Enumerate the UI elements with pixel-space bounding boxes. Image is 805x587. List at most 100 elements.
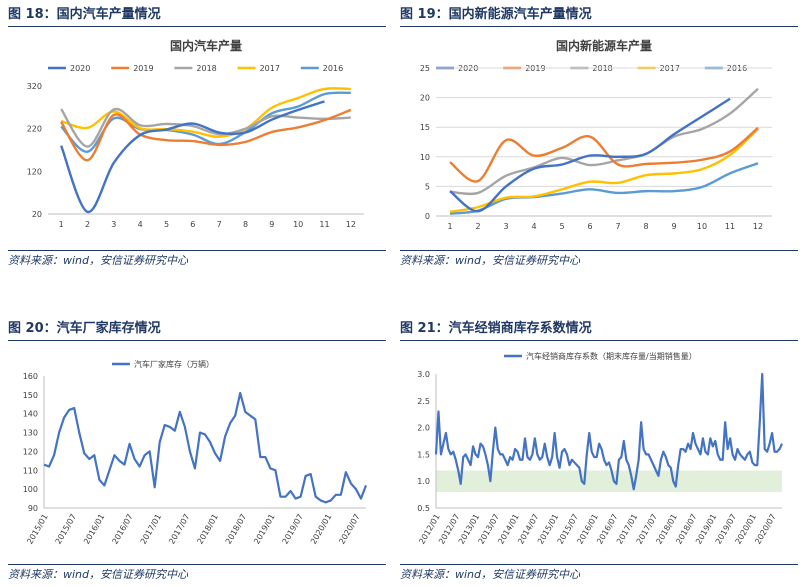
source-note: 资料来源：wind，安信证券研究中心 [400,254,581,267]
x-tick-label: 5 [559,222,564,231]
title-rule [8,26,386,27]
panel-title: 图 19：国内新能源汽车产量情况 [400,7,592,22]
series-line-2018 [60,107,351,148]
y-tick-label: 5 [425,182,430,191]
x-tick-label: 4 [531,222,536,231]
legend-label: 汽车厂家库存（万辆） [134,359,214,369]
shaded-band [436,470,782,492]
source-note: 资料来源：wind，安信证券研究中心 [8,568,189,581]
panel-title: 图 20：汽车厂家库存情况 [8,321,161,336]
y-tick-label: 320 [27,82,42,91]
panel-nev-production: 图 19：国内新能源汽车产量情况 国内新能源车产量 2020 2019 2018 201… [400,4,798,274]
y-tick-label: 25 [420,64,430,73]
x-tick-label: 1 [447,222,452,231]
x-tick-label: 6 [190,220,195,229]
x-tick-label: 1 [59,220,64,229]
x-tick-label: 2018/07 [224,513,248,546]
x-tick-label: 12 [753,222,763,231]
x-tick-label: 5 [164,220,169,229]
chart-title: 国内新能源车产量 [556,38,652,53]
x-tick-label: 2 [475,222,480,231]
y-tick-label: 100 [23,485,38,494]
series-line [43,391,368,504]
x-tick-label: 4 [138,220,143,229]
panel-title: 图 18：国内汽车产量情况 [8,7,161,22]
x-tick-label: 2017/01 [139,513,163,546]
x-tick-label: 2018/01 [196,513,220,546]
x-tick-label: 3 [503,222,508,231]
y-tick-label: 160 [23,372,38,381]
y-tick-label: 1.0 [417,477,430,486]
x-tick-label: 6 [587,222,592,231]
source-note: 资料来源：wind，安信证券研究中心 [400,568,581,581]
x-tick-label: 2015/07 [54,513,78,546]
chart-title: 国内汽车产量 [170,38,242,53]
x-tick-label: 10 [293,220,303,229]
series-line-2017 [449,128,759,214]
legend-label-2020: 2020 [70,64,90,73]
legend-label-2019: 2019 [133,64,153,73]
x-tick-label: 2020/07 [337,513,361,546]
y-tick-label: 0 [425,212,430,221]
legend-label-2018: 2018 [196,64,216,73]
legend-label-2017: 2017 [260,64,280,73]
y-tick-label: 15 [420,123,430,132]
title-rule [400,340,798,341]
source-rule [400,564,798,565]
panel-dealer-inventory: 图 21：汽车经销商库存系数情况 汽车经销商库存系数（期末库存量/当期销售量） 0… [400,318,798,584]
source-rule [8,250,386,251]
x-tick-label: 11 [319,220,329,229]
x-tick-label: 2016/01 [82,513,106,546]
series-line-2018 [449,87,759,196]
title-rule [400,26,798,27]
x-tick-label: 9 [671,222,676,231]
y-tick-label: 120 [23,447,38,456]
y-tick-label: 3.0 [417,370,430,379]
series-line-2020 [60,100,325,214]
x-tick-label: 8 [643,222,648,231]
y-tick-label: 10 [420,153,430,162]
x-tick-label: 7 [615,222,620,231]
x-tick-label: 2019/07 [281,513,305,546]
panel-factory-inventory: 图 20：汽车厂家库存情况 汽车厂家库存（万辆） 90 100 110 120 130 14… [8,318,386,584]
x-tick-label: 9 [269,220,274,229]
series-line-2016 [449,162,759,215]
x-tick-label: 7 [217,220,222,229]
y-tick-label: 1.5 [417,450,430,459]
x-tick-label: 2020/01 [309,513,333,546]
y-tick-label: 2.5 [417,397,430,406]
y-tick-label: 130 [23,429,38,438]
chart-factory-inventory: 汽车厂家库存（万辆） 90 100 110 120 130 140 150 160 2015/01… [23,359,368,546]
title-rule [8,340,386,341]
series-line-2019 [60,108,352,162]
source-rule [8,564,386,565]
panel-car-production: 图 18：国内汽车产量情况 国内汽车产量 2020 2019 2018 2017 2016… [8,4,386,274]
legend-label-2016: 2016 [323,64,343,73]
x-tick-label: 2017/07 [167,513,191,546]
y-tick-label: 220 [27,125,42,134]
x-tick-label: 10 [697,222,707,231]
x-tick-label: 2019/01 [252,513,276,546]
y-tick-label: 140 [23,410,38,419]
x-tick-label: 2015/01 [25,513,49,546]
x-tick-label: 11 [725,222,735,231]
series-line-2019 [449,126,759,183]
legend-label: 汽车经销商库存系数（期末库存量/当期销售量） [526,351,697,361]
y-tick-label: 150 [23,391,38,400]
y-tick-label: 20 [420,94,430,103]
y-tick-label: 0.5 [417,504,430,513]
x-tick-label: 2 [85,220,90,229]
y-tick-label: 90 [28,504,38,513]
series-line-2016 [60,91,351,153]
y-tick-label: 20 [32,210,42,219]
y-tick-label: 2.0 [417,424,430,433]
chart-dealer-inventory: 汽车经销商库存系数（期末库存量/当期销售量） 0.5 1.0 1.5 2.0 2.5 3.0… [417,351,783,546]
y-tick-label: 110 [23,466,38,475]
y-tick-label: 120 [27,167,42,176]
source-note: 资料来源：wind，安信证券研究中心 [8,254,189,267]
series-line-2020 [449,97,731,213]
x-tick-label: 8 [243,220,248,229]
x-tick-label: 12 [346,220,356,229]
series-line [434,372,783,491]
